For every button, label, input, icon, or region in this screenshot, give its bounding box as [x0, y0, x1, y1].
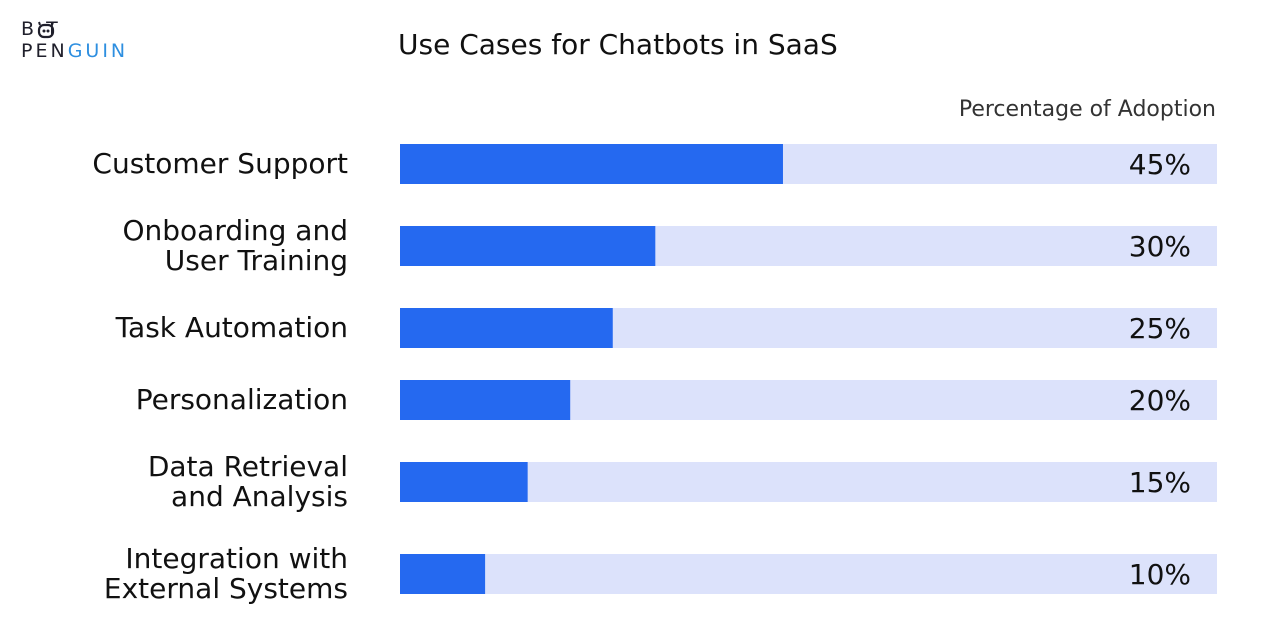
bar: [400, 554, 486, 594]
category-label-line: Customer Support: [92, 147, 348, 180]
robot-logo-icon: [37, 21, 55, 39]
category-label-line: Personalization: [135, 383, 348, 416]
bar: [400, 462, 528, 502]
category-label-line: User Training: [164, 244, 348, 277]
category-label-line: Onboarding and: [122, 214, 348, 247]
category-label: Customer Support: [92, 149, 348, 179]
value-label: 30%: [1129, 230, 1191, 263]
bar: [400, 380, 571, 420]
category-label-line: External Systems: [103, 572, 348, 605]
chart-subtitle: Percentage of Adoption: [958, 97, 1216, 122]
bar-track: [400, 554, 1217, 594]
chart-title: Use Cases for Chatbots in SaaS: [398, 28, 838, 61]
category-label-line: Data Retrieval: [147, 450, 348, 483]
bar: [400, 308, 613, 348]
value-label: 25%: [1129, 312, 1191, 345]
category-label: Onboarding and User Training: [122, 216, 348, 276]
category-label: Personalization: [136, 385, 348, 415]
value-label: 10%: [1129, 558, 1191, 591]
category-label-line: and Analysis: [171, 480, 348, 513]
bar: [400, 226, 656, 266]
logo-line-2: PENGUIN: [21, 42, 128, 64]
logo-guin: GUIN: [67, 40, 129, 62]
bar: [400, 144, 783, 184]
category-label-line: Task Automation: [115, 311, 348, 344]
category-label: Data Retrieval and Analysis: [148, 452, 348, 512]
value-label: 45%: [1129, 148, 1191, 181]
value-label: 15%: [1129, 466, 1191, 499]
category-label: Task Automation: [116, 313, 348, 343]
category-label: Integration with External Systems: [104, 544, 348, 604]
bar-track: [400, 462, 1217, 502]
logo-pen: PEN: [21, 40, 68, 62]
category-label-line: Integration with: [125, 542, 348, 575]
value-label: 20%: [1129, 384, 1191, 417]
